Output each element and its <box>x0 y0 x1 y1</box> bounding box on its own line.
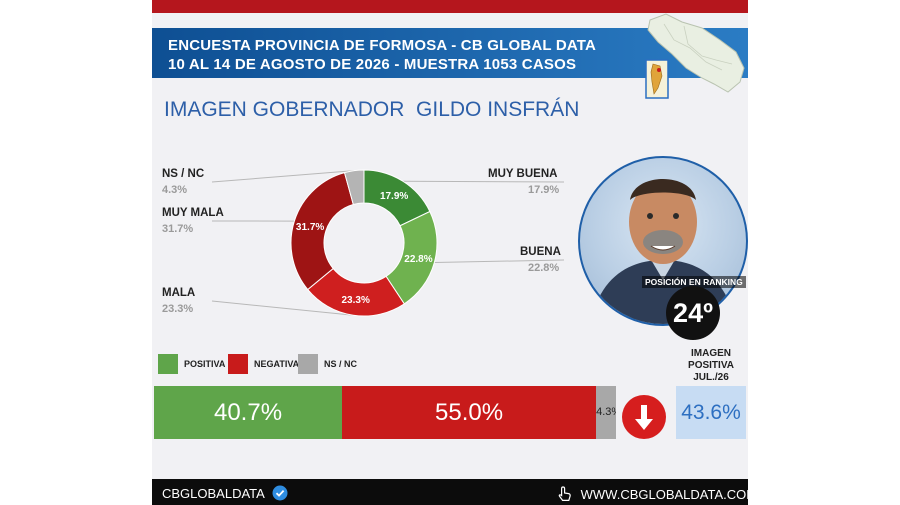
donut-data-label-buena: 22.8% <box>404 254 432 265</box>
previous-label-line2: POSITIVA <box>688 360 734 371</box>
slice-label-mala: MALA <box>162 287 196 299</box>
slice-label-muy-mala: MUY MALA <box>162 207 224 219</box>
pointer-hand-icon <box>558 486 571 501</box>
previous-label-line1: IMAGEN <box>691 348 731 359</box>
legend-label-negativa: NEGATIVA <box>254 359 300 369</box>
verified-badge-icon <box>272 485 288 501</box>
portrait-illustration <box>590 179 736 324</box>
header-line-1: ENCUESTA PROVINCIA DE FORMOSA - CB GLOBA… <box>168 37 597 54</box>
footer-brand: CBGLOBALDATA <box>162 485 288 501</box>
stacked-bar: 40.7% 55.0% 4.3% <box>154 386 616 439</box>
slice-value-muy-mala: 31.7% <box>162 223 194 235</box>
formosa-map-icon <box>645 13 745 99</box>
ranking-label: POSICIÓN EN RANKING <box>642 276 746 288</box>
legend-swatch-positiva <box>158 354 178 374</box>
legend-label-nsnc: NS / NC <box>324 359 358 369</box>
previous-image-label: IMAGEN POSITIVA JUL./26 <box>676 348 746 384</box>
donut-data-label-muy-buena: 17.9% <box>380 191 408 202</box>
slice-label-buena: BUENA <box>520 246 561 258</box>
donut-slice-muy-mala <box>290 172 354 291</box>
leader-line-ns-nc <box>211 170 355 183</box>
ranking-badge: 24º <box>666 286 720 340</box>
slice-value-muy-buena: 17.9% <box>528 184 560 196</box>
legend-swatch-nsnc <box>298 354 318 374</box>
donut-chart: 17.9% 22.8% 23.3% 31.7% <box>211 169 565 317</box>
header-line-2: 10 AL 14 DE AGOSTO DE 2026 - MUESTRA 105… <box>168 56 577 73</box>
previous-label-line3: JUL./26 <box>693 372 729 383</box>
slice-label-ns-nc: NS / NC <box>162 168 205 180</box>
slice-value-mala: 23.3% <box>162 303 194 315</box>
survey-card: ENCUESTA PROVINCIA DE FORMOSA - CB GLOBA… <box>152 0 748 505</box>
slice-value-buena: 22.8% <box>528 262 560 274</box>
previous-image-value: 43.6% <box>676 386 746 439</box>
leader-line-buena <box>434 259 565 263</box>
top-accent-bar <box>152 0 748 13</box>
brand-name: CBGLOBALDATA <box>162 486 265 501</box>
bar-segment-positiva: 40.7% <box>154 386 343 439</box>
slice-value-ns-nc: 4.3% <box>162 184 188 196</box>
legend-label-positiva: POSITIVA <box>184 359 226 369</box>
footer-bar: CBGLOBALDATA WWW.CBGLOBALDATA.COM <box>152 479 748 505</box>
bar-segment-nsnc: 4.3% <box>596 386 616 439</box>
leader-line-mala <box>211 300 354 316</box>
footer-website[interactable]: WWW.CBGLOBALDATA.COM <box>556 485 748 503</box>
leader-line-muy-buena <box>402 180 565 183</box>
down-arrow-icon <box>622 395 666 439</box>
legend-swatch-negativa <box>228 354 248 374</box>
chart-title: IMAGEN GOBERNADOR GILDO INSFRÁN <box>164 98 580 121</box>
donut-data-label-mala: 23.3% <box>342 295 370 306</box>
slice-label-muy-buena: MUY BUENA <box>488 168 558 180</box>
donut-slice-ns-nc <box>343 169 365 206</box>
website-url: WWW.CBGLOBALDATA.COM <box>580 487 748 502</box>
governor-portrait <box>578 156 748 326</box>
bar-segment-negativa: 55.0% <box>342 386 597 439</box>
donut-data-label-muy-mala: 31.7% <box>296 222 324 233</box>
